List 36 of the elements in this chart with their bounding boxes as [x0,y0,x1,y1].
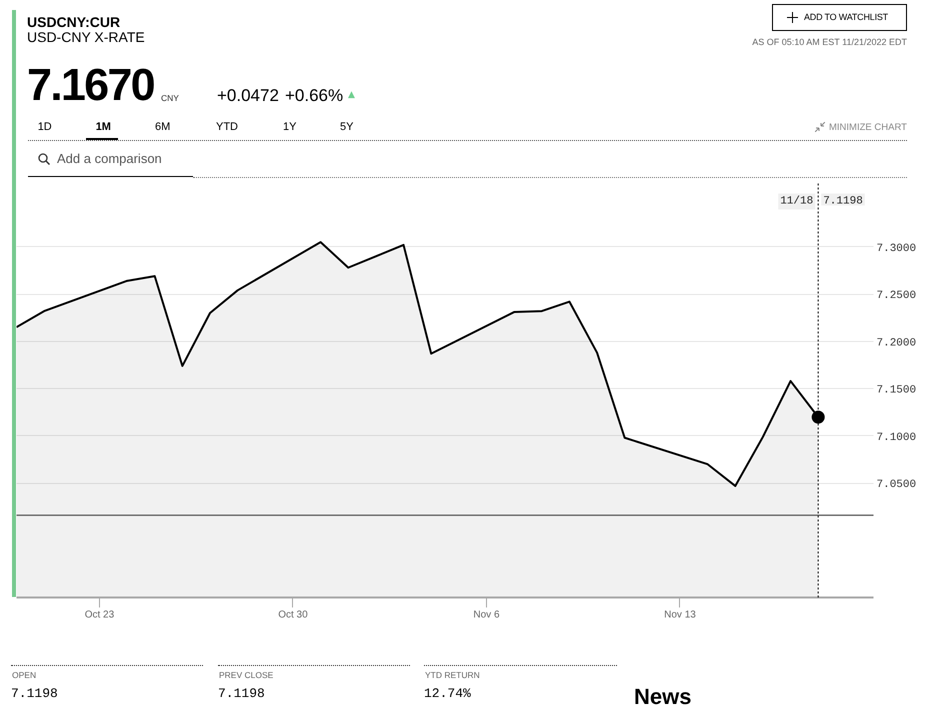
text: PREV CLOSE [219,670,274,680]
text: YTD RETURN [425,670,480,680]
text: 1D [38,120,52,132]
x-tick-label: Oct 23 [84,610,115,620]
text: +0.0472 [217,86,279,104]
text: CNY [161,93,179,103]
y-tick-label: 7.2000 [876,337,916,350]
ref-line-label: 11/18 [780,196,814,208]
text: News [634,684,692,710]
annotation: 7.1198 [823,196,863,208]
text: 7.1670 [27,59,154,110]
text: Add a comparison [57,151,162,166]
y-tick-label: 7.1500 [876,384,916,397]
y-tick-label: 7.2500 [876,290,916,302]
text: ▲ [348,90,355,100]
text: +0.66% [285,86,344,104]
text: 7.1198 [218,686,265,701]
x-tick-label: Oct 30 [278,610,308,620]
text: 5Y [340,120,354,132]
text: AS OF 05:10 AM EST 11/21/2022 EDT [752,36,907,47]
chart-subtitle: USD-CNY X-RATE [27,29,145,45]
x-tick-label: Nov 13 [664,610,696,620]
text: OPEN [12,670,36,680]
text: ADD TO WATCHLIST [804,12,888,22]
text: MINIMIZE CHART [829,122,907,133]
text: 1Y [283,120,296,132]
y-tick-label: 7.3000 [876,242,916,255]
text: 7.1198 [11,686,58,701]
chart-title: USDCNY:CUR [27,14,120,30]
y-tick-label: 7.1000 [876,432,916,444]
text: 12.74% [424,686,471,701]
text: 1M [96,120,111,132]
text: 6M [155,120,170,132]
text: YTD [216,120,238,132]
x-tick-label: Nov 6 [473,610,500,620]
y-tick-label: 7.0500 [876,479,916,492]
